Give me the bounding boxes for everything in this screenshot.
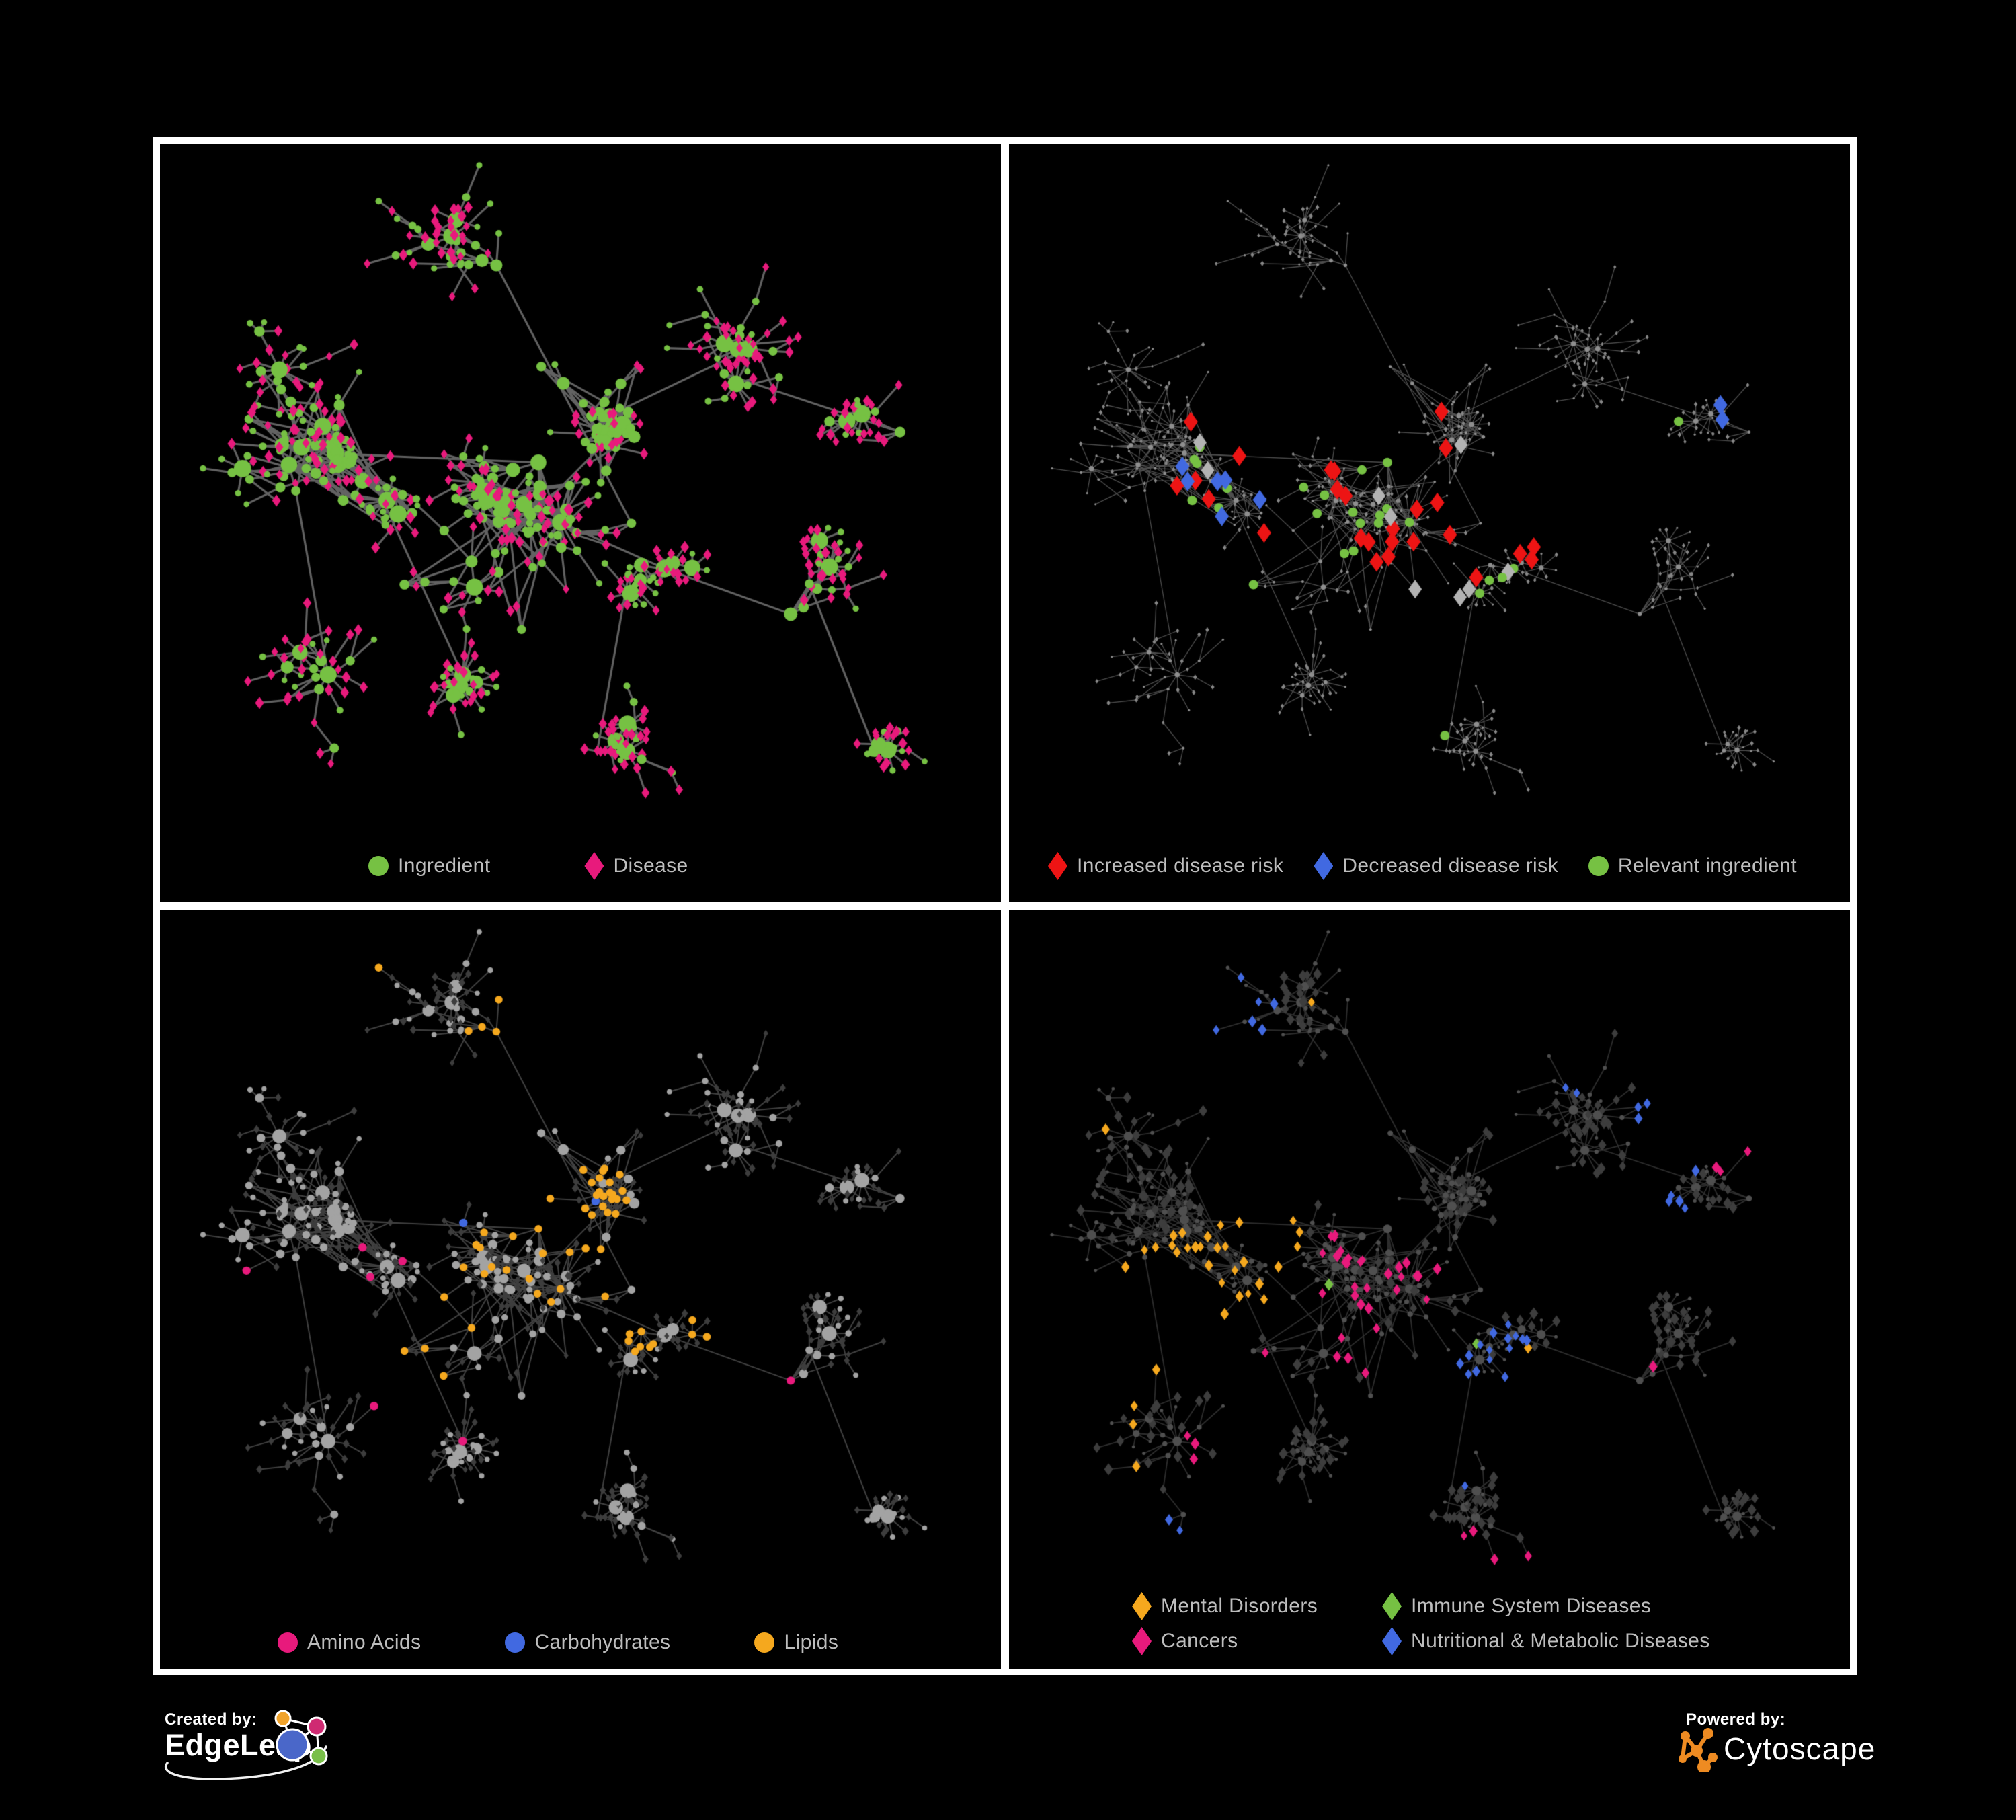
legend-label: Immune System Diseases	[1411, 1595, 1652, 1617]
panel-nutrient-classes: Amino Acids Carbohydrates Lipids	[160, 910, 1001, 1669]
legend-label: Cancers	[1161, 1630, 1238, 1652]
carbohydrates-circle-icon	[505, 1632, 526, 1653]
created-by-label: Created by:	[165, 1710, 257, 1729]
edgeleap-branding: Created by: EdgeLeap	[165, 1710, 366, 1791]
relevant-ingredient-circle-icon	[1588, 856, 1609, 876]
panel-disease-classes: Mental Disorders Immune System Diseases …	[1009, 910, 1850, 1669]
legend-label: Nutritional & Metabolic Diseases	[1411, 1630, 1710, 1652]
legend-label: Disease	[613, 855, 688, 877]
lipids-circle-icon	[754, 1632, 775, 1653]
legend-item-disease: Disease	[584, 852, 688, 880]
cytoscape-wordmark: Cytoscape	[1724, 1731, 1876, 1766]
legend-label: Increased disease risk	[1077, 855, 1284, 877]
decreased-risk-diamond-icon	[1314, 852, 1334, 880]
cancers-diamond-icon	[1132, 1627, 1152, 1655]
legend-item-mental-disorders: Mental Disorders	[1132, 1592, 1382, 1620]
legend-item-nutritional-metabolic: Nutritional & Metabolic Diseases	[1382, 1627, 1710, 1655]
legend-item-lipids: Lipids	[754, 1631, 838, 1654]
legend-item-carbohydrates: Carbohydrates	[505, 1631, 670, 1654]
immune-system-diamond-icon	[1382, 1592, 1402, 1620]
legend-ingredient-disease: Ingredient Disease	[368, 852, 688, 880]
legend-label: Carbohydrates	[534, 1631, 671, 1653]
legend-item-increased-risk: Increased disease risk	[1048, 852, 1283, 880]
mental-disorders-diamond-icon	[1132, 1592, 1152, 1620]
powered-by-label: Powered by:	[1686, 1710, 1786, 1729]
legend-item-ingredient: Ingredient	[368, 855, 490, 877]
legend-label: Relevant ingredient	[1617, 855, 1797, 877]
nutritional-metabolic-diamond-icon	[1382, 1627, 1402, 1655]
legend-item-amino-acids: Amino Acids	[278, 1631, 421, 1654]
legend-item-cancers: Cancers	[1132, 1627, 1382, 1655]
legend-label: Decreased disease risk	[1342, 855, 1558, 877]
legend-item-immune-system-diseases: Immune System Diseases	[1382, 1592, 1710, 1620]
increased-risk-diamond-icon	[1048, 852, 1067, 880]
legend-label: Ingredient	[398, 855, 491, 877]
legend-item-decreased-risk: Decreased disease risk	[1314, 852, 1558, 880]
network-canvas-nutrient-classes	[160, 910, 1001, 1669]
network-canvas-disease-risk	[1009, 144, 1850, 902]
cytoscape-logo-icon	[1679, 1728, 1718, 1772]
network-canvas-ingredient-disease	[160, 144, 1001, 902]
panel-grid: Ingredient Disease Increased disease ris…	[153, 137, 1857, 1675]
panel-ingredient-disease: Ingredient Disease	[160, 144, 1001, 902]
edgeleap-logo-icon	[274, 1710, 328, 1766]
legend-disease-risk: Increased disease risk Decreased disease…	[1048, 852, 1797, 880]
cytoscape-branding: Powered by: Cytoscape	[1679, 1710, 1928, 1784]
legend-nutrient-classes: Amino Acids Carbohydrates Lipids	[278, 1631, 838, 1654]
amino-acids-circle-icon	[278, 1632, 298, 1653]
legend-disease-classes: Mental Disorders Immune System Diseases …	[1132, 1592, 1710, 1655]
panel-disease-risk: Increased disease risk Decreased disease…	[1009, 144, 1850, 902]
legend-label: Amino Acids	[307, 1631, 421, 1653]
legend-label: Mental Disorders	[1161, 1595, 1318, 1617]
legend-item-relevant-ingredient: Relevant ingredient	[1588, 855, 1797, 877]
ingredient-circle-icon	[368, 856, 389, 876]
disease-diamond-icon	[584, 852, 604, 880]
legend-label: Lipids	[784, 1631, 839, 1653]
network-canvas-disease-classes	[1009, 910, 1850, 1669]
